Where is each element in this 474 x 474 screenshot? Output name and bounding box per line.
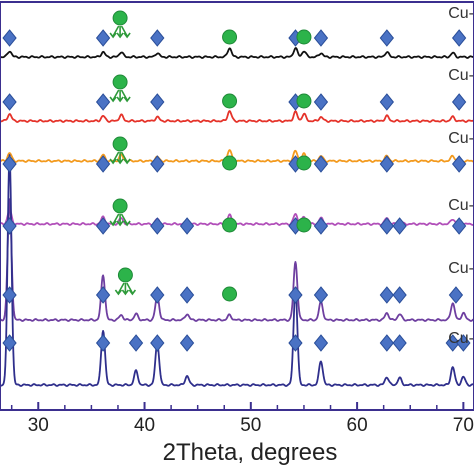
x-tick-label: 30 (28, 415, 49, 436)
xrd-pattern-2 (0, 110, 474, 123)
trace-label-2: Cu- (448, 67, 474, 84)
xrd-pattern-3 (0, 149, 474, 163)
x-tick-label: 50 (240, 415, 261, 436)
diamond-marker (150, 29, 165, 47)
circle-marker (222, 155, 238, 171)
diamond-marker (150, 217, 165, 235)
arrow-marker (121, 283, 130, 296)
diamond-marker (179, 286, 195, 304)
trace-label-4: Cu- (448, 197, 474, 214)
diamond-marker (392, 217, 407, 235)
diamond-marker (379, 155, 394, 173)
diamond-marker (313, 155, 329, 173)
circle-marker (112, 136, 128, 152)
diamond-marker (445, 334, 460, 352)
trace-label-1: Cu- (448, 5, 474, 22)
arrow-marker (116, 90, 124, 103)
arrow-marker (109, 213, 120, 227)
circle-marker (296, 155, 312, 171)
circle-marker (112, 198, 128, 214)
arrow-marker (109, 89, 120, 103)
diamond-marker (313, 93, 329, 111)
arrow-marker (120, 151, 131, 165)
diamond-marker (313, 217, 329, 235)
diamond-marker (379, 217, 394, 235)
diamond-marker (2, 217, 17, 235)
diamond-marker (150, 93, 165, 111)
diamond-marker (288, 334, 303, 352)
arrow-marker (109, 151, 120, 165)
arrow-marker (109, 25, 120, 39)
circle-marker (222, 93, 238, 109)
arrow-marker (120, 213, 131, 227)
plot-frame (0, 1, 474, 411)
trace-label-3: Cu- (448, 130, 474, 147)
circle-marker (296, 93, 312, 109)
diamond-marker (150, 286, 165, 304)
diamond-marker (313, 286, 329, 304)
diamond-marker (128, 334, 144, 352)
diamond-marker (379, 29, 394, 47)
xrd-traces (0, 47, 474, 387)
diamond-marker (150, 155, 165, 173)
arrow-marker (114, 282, 125, 296)
diamond-marker (95, 155, 111, 173)
x-tick-label: 60 (347, 415, 368, 436)
diamond-marker (95, 29, 111, 47)
arrow-marker (126, 282, 137, 296)
diamond-marker (288, 286, 303, 304)
diamond-marker (451, 155, 467, 173)
x-axis-ticks: 30 40 50 60 70 (10, 402, 474, 436)
x-tick-label: 70 (453, 415, 474, 436)
diamond-marker (2, 29, 17, 47)
diamond-marker (95, 286, 111, 304)
diamond-marker (95, 217, 111, 235)
diamond-marker (379, 334, 394, 352)
xrd-pattern-5 (0, 198, 474, 322)
circle-marker (296, 217, 312, 233)
diamond-marker (379, 286, 394, 304)
arrow-marker (116, 26, 124, 39)
diamond-marker (179, 334, 195, 352)
diamond-marker (2, 286, 17, 304)
circle-marker (296, 29, 312, 45)
xrd-pattern-1 (0, 47, 474, 59)
diamond-marker (313, 334, 329, 352)
arrow-marker (116, 214, 124, 227)
diamond-marker (2, 93, 17, 111)
trace-label-6: Cu- (448, 330, 474, 347)
circle-marker (117, 267, 133, 283)
diamond-marker (451, 29, 467, 47)
xrd-pattern-6 (0, 154, 474, 387)
diamond-marker (392, 334, 407, 352)
arrow-marker (120, 25, 131, 39)
circle-marker (112, 74, 128, 90)
trace-labels: Cu- Cu- Cu- Cu- Cu- Cu- (448, 5, 474, 347)
diamond-marker (313, 29, 329, 47)
phase-markers (2, 10, 471, 352)
diamond-marker (95, 93, 111, 111)
diamond-marker (392, 286, 407, 304)
diamond-marker (448, 286, 464, 304)
circle-marker (112, 10, 128, 26)
x-axis-title: 2Theta, degrees (163, 439, 338, 466)
circle-marker (222, 29, 238, 45)
arrow-marker (120, 89, 131, 103)
arrow-marker (116, 152, 124, 165)
diamond-marker (150, 334, 165, 352)
circle-marker (222, 217, 238, 233)
diamond-marker (179, 217, 195, 235)
x-tick-label: 40 (134, 415, 155, 436)
diamond-marker (2, 155, 17, 173)
diamond-marker (379, 93, 394, 111)
diamond-marker (456, 334, 471, 352)
circle-marker (222, 286, 238, 302)
diamond-marker (451, 93, 467, 111)
diamond-marker (2, 334, 17, 352)
trace-label-5: Cu- (448, 260, 474, 277)
diamond-marker (95, 334, 111, 352)
diamond-marker (451, 217, 467, 235)
